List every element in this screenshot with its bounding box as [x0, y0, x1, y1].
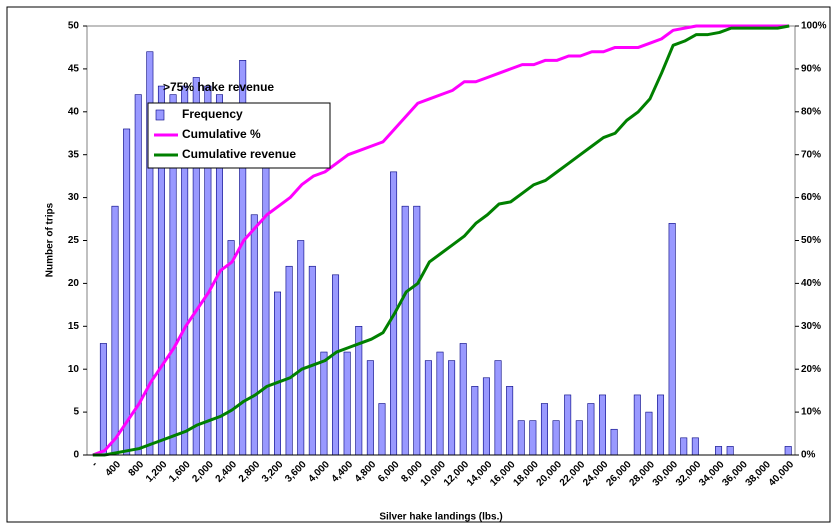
bar [285, 265, 293, 456]
y-tick-label: 20 [68, 278, 80, 289]
legend-label: Cumulative % [182, 127, 261, 141]
bar [494, 360, 502, 456]
bar [227, 240, 235, 456]
y2-tick-label: 70% [801, 149, 821, 160]
y-tick-label: 5 [73, 407, 79, 418]
line [92, 24, 790, 457]
bar [598, 394, 606, 456]
y-tick-label: 45 [68, 64, 80, 75]
y2-tick-label: 100% [801, 21, 827, 32]
bar [448, 360, 456, 456]
y-tick-label: 15 [68, 321, 80, 332]
y-tick-label: 10 [68, 364, 80, 375]
bar [506, 386, 514, 456]
bar [517, 420, 525, 456]
bar [471, 386, 479, 456]
y-tick-label: 30 [68, 192, 80, 203]
bar [459, 343, 467, 456]
y2-tick-label: 30% [801, 321, 821, 332]
bar [645, 411, 653, 456]
bar [587, 403, 595, 456]
bar [320, 351, 328, 456]
y2-tick-label: 50% [801, 235, 821, 246]
y2-tick-label: 80% [801, 106, 821, 117]
bar [726, 446, 734, 456]
bar [610, 428, 618, 456]
y2-tick-label: 0% [801, 450, 816, 461]
y-tick-label: 25 [68, 235, 80, 246]
bar [784, 446, 792, 456]
y-tick-label: 50 [68, 21, 80, 32]
y-tick-label: 0 [73, 450, 79, 461]
bar [424, 360, 432, 456]
bar [366, 360, 374, 456]
bar [691, 437, 699, 456]
bar [482, 377, 490, 456]
bar [343, 351, 351, 456]
bar [401, 205, 409, 456]
y-tick-label: 35 [68, 149, 80, 160]
bar [564, 394, 572, 456]
line [92, 24, 790, 457]
legend-label: Frequency [182, 107, 243, 121]
bar [668, 223, 676, 456]
bar [332, 274, 340, 456]
bar [540, 403, 548, 456]
bar [413, 205, 421, 456]
y2-tick-label: 20% [801, 364, 821, 375]
bar [552, 420, 560, 456]
bar [99, 343, 107, 456]
bar [436, 351, 444, 456]
bar [657, 394, 665, 456]
legend-swatch [155, 109, 165, 121]
bar [378, 403, 386, 456]
bar [297, 240, 305, 456]
y-tick-label: 40 [68, 106, 80, 117]
bar [250, 214, 258, 456]
annotation: >75% hake revenue [163, 80, 274, 94]
bar [308, 265, 316, 456]
y2-tick-label: 40% [801, 278, 821, 289]
y2-tick-label: 10% [801, 407, 821, 418]
legend-label: Cumulative revenue [182, 147, 296, 161]
bar [680, 437, 688, 456]
bar [123, 128, 131, 456]
bar [274, 291, 282, 456]
x-axis-title: Silver hake landings (lbs.) [379, 512, 502, 523]
bar [633, 394, 641, 456]
y2-tick-label: 60% [801, 192, 821, 203]
y2-tick-label: 90% [801, 64, 821, 75]
y-axis-title: Number of trips [45, 202, 56, 277]
legend-box [147, 102, 331, 169]
bar [262, 145, 270, 456]
bar [575, 420, 583, 456]
bar [715, 446, 723, 456]
legend: Frequency Cumulative % Cumulative revenue [147, 102, 331, 169]
bar [111, 205, 119, 456]
bar [529, 420, 537, 456]
x-tick-label: - [90, 459, 100, 469]
